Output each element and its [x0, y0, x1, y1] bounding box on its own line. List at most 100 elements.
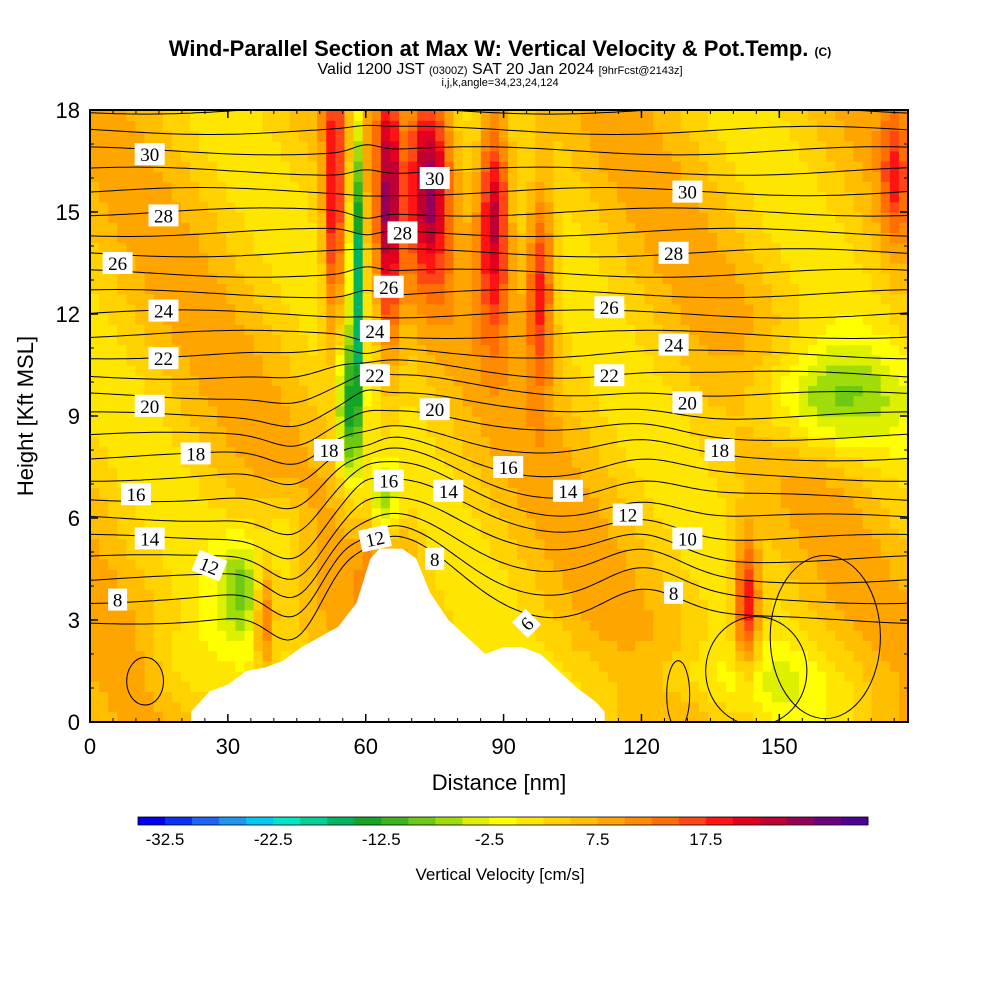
- velocity-cell: [344, 263, 355, 274]
- velocity-cell: [389, 436, 400, 448]
- velocity-cell: [199, 528, 209, 539]
- velocity-cell: [535, 324, 546, 335]
- velocity-cell: [726, 354, 736, 366]
- velocity-cell: [589, 599, 600, 611]
- velocity-cell: [108, 242, 118, 254]
- velocity-cell: [326, 528, 336, 539]
- velocity-cell: [153, 222, 164, 233]
- velocity-cell: [644, 252, 655, 264]
- velocity-cell: [589, 354, 600, 366]
- velocity-cell: [244, 609, 255, 621]
- velocity-cell: [299, 579, 309, 590]
- velocity-cell: [780, 201, 791, 213]
- velocity-cell: [389, 518, 400, 529]
- velocity-cell: [144, 589, 155, 601]
- velocity-cell: [180, 569, 191, 580]
- velocity-cell: [217, 161, 227, 172]
- velocity-cell: [371, 242, 382, 254]
- velocity-cell: [162, 252, 173, 264]
- velocity-cell: [789, 191, 800, 203]
- velocity-cell: [689, 456, 700, 468]
- velocity-cell: [326, 314, 336, 325]
- velocity-cell: [244, 599, 255, 611]
- velocity-cell: [653, 212, 664, 223]
- velocity-cell: [580, 222, 591, 233]
- velocity-cell: [317, 181, 327, 193]
- velocity-cell: [144, 222, 155, 233]
- velocity-cell: [244, 640, 255, 652]
- velocity-cell: [380, 252, 391, 264]
- velocity-cell: [762, 375, 773, 386]
- velocity-cell: [153, 589, 164, 601]
- velocity-cell: [435, 518, 446, 529]
- velocity-cell: [417, 212, 427, 223]
- velocity-cell: [798, 242, 809, 254]
- velocity-cell: [389, 324, 400, 335]
- velocity-cell: [789, 426, 800, 437]
- velocity-cell: [826, 110, 836, 121]
- velocity-cell: [789, 446, 800, 458]
- velocity-cell: [635, 293, 646, 305]
- velocity-cell: [617, 538, 627, 550]
- velocity-cell: [244, 293, 255, 305]
- velocity-cell: [526, 477, 536, 488]
- velocity-cell: [444, 365, 455, 376]
- velocity-cell: [208, 405, 218, 417]
- velocity-cell: [399, 528, 409, 539]
- velocity-cell: [289, 120, 300, 131]
- velocity-cell: [635, 242, 646, 254]
- velocity-cell: [499, 609, 509, 621]
- velocity-cell: [608, 569, 618, 580]
- velocity-cell: [262, 467, 273, 478]
- velocity-cell: [317, 467, 327, 478]
- velocity-cell: [826, 222, 836, 233]
- velocity-cell: [135, 283, 146, 295]
- velocity-cell: [780, 171, 791, 182]
- velocity-cell: [780, 650, 791, 662]
- velocity-cell: [617, 273, 627, 284]
- velocity-cell: [598, 691, 609, 703]
- velocity-cell: [589, 446, 600, 458]
- velocity-cell: [335, 487, 346, 499]
- velocity-cell: [144, 691, 155, 703]
- velocity-cell: [199, 681, 209, 692]
- velocity-cell: [453, 518, 464, 529]
- velocity-cell: [444, 354, 455, 366]
- velocity-cell: [544, 518, 555, 529]
- velocity-cell: [199, 252, 209, 264]
- velocity-cell: [698, 548, 709, 560]
- velocity-cell: [317, 416, 327, 427]
- velocity-cell: [126, 232, 137, 244]
- velocity-cell: [326, 201, 336, 213]
- velocity-cell: [244, 283, 255, 295]
- velocity-cell: [817, 589, 827, 601]
- velocity-cell: [99, 120, 109, 131]
- velocity-cell: [635, 640, 646, 652]
- velocity-cell: [680, 232, 691, 244]
- velocity-cell: [598, 171, 609, 182]
- velocity-cell: [453, 110, 464, 121]
- velocity-cell: [326, 283, 336, 295]
- velocity-cell: [435, 140, 446, 152]
- velocity-cell: [371, 232, 382, 244]
- velocity-cell: [244, 171, 255, 182]
- velocity-cell: [598, 660, 609, 672]
- velocity-cell: [453, 365, 464, 376]
- velocity-cell: [117, 538, 127, 550]
- velocity-cell: [344, 242, 355, 254]
- velocity-cell: [444, 334, 455, 346]
- velocity-cell: [117, 314, 127, 325]
- velocity-cell: [698, 150, 709, 162]
- velocity-cell: [680, 171, 691, 182]
- velocity-cell: [480, 252, 491, 264]
- velocity-cell: [462, 130, 473, 142]
- velocity-cell: [444, 436, 455, 448]
- velocity-cell: [90, 130, 100, 142]
- velocity-cell: [580, 620, 591, 631]
- velocity-cell: [144, 171, 155, 182]
- velocity-cell: [735, 477, 745, 488]
- velocity-cell: [517, 354, 527, 366]
- velocity-cell: [780, 191, 791, 203]
- velocity-cell: [626, 650, 636, 662]
- velocity-cell: [517, 161, 527, 172]
